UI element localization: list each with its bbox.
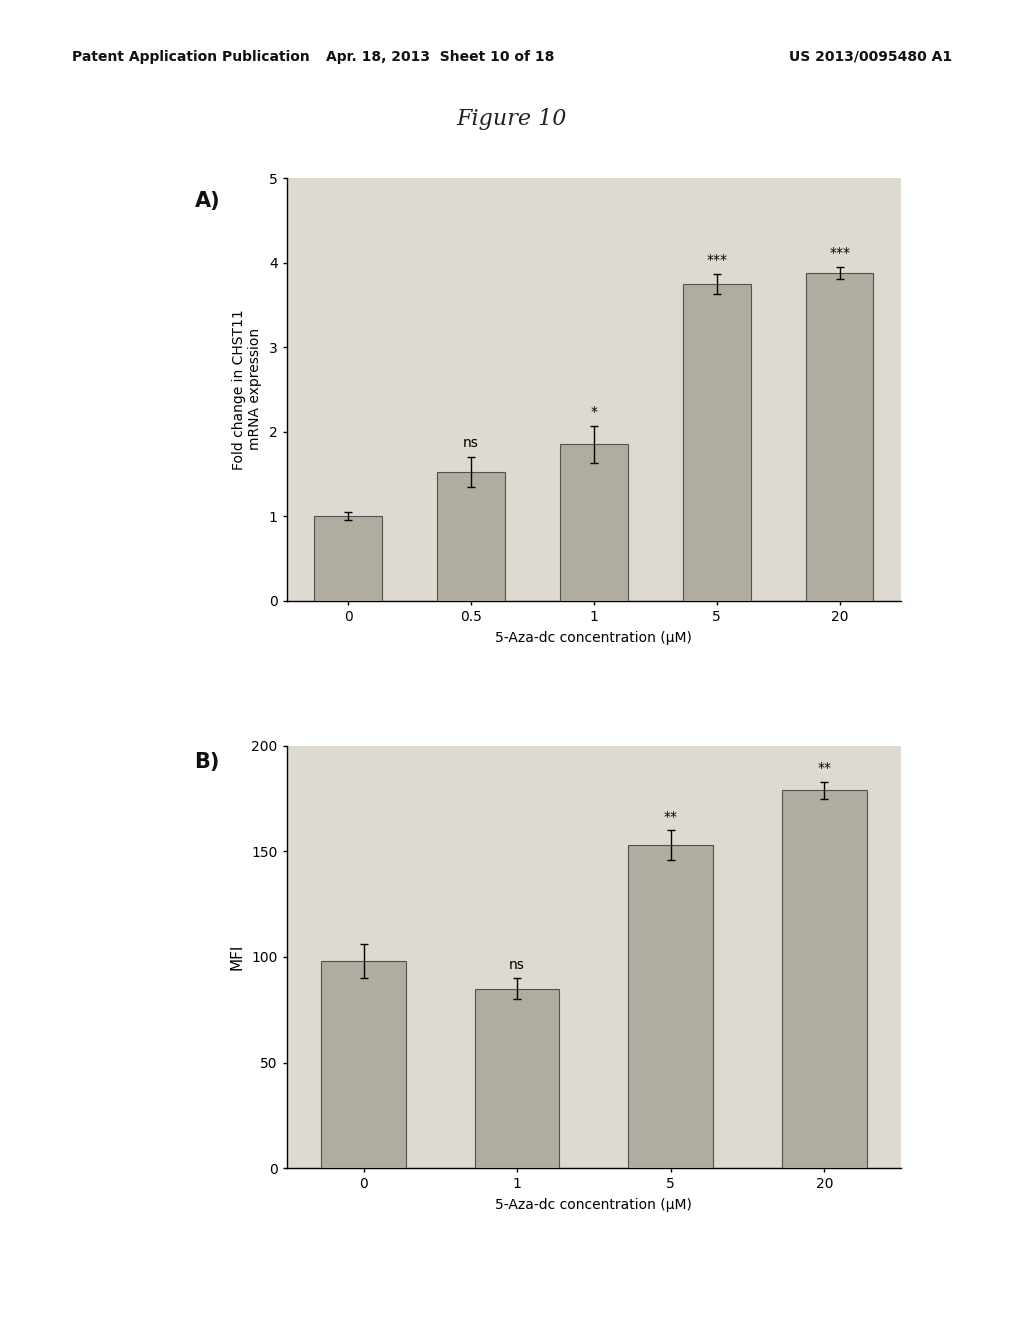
Text: **: **: [664, 810, 678, 824]
Bar: [314, 516, 382, 601]
Text: B): B): [195, 752, 220, 772]
X-axis label: 5-Aza-dc concentration (μM): 5-Aza-dc concentration (μM): [496, 1199, 692, 1212]
Bar: [683, 284, 751, 601]
Text: Figure 10: Figure 10: [457, 108, 567, 129]
Bar: [806, 273, 873, 601]
Text: Apr. 18, 2013  Sheet 10 of 18: Apr. 18, 2013 Sheet 10 of 18: [326, 50, 555, 63]
Y-axis label: Fold change in CHST11
mRNA expression: Fold change in CHST11 mRNA expression: [231, 309, 262, 470]
Text: **: **: [817, 762, 831, 775]
Text: ***: ***: [829, 246, 850, 260]
Y-axis label: MFI: MFI: [229, 944, 245, 970]
Bar: [437, 473, 505, 601]
Text: US 2013/0095480 A1: US 2013/0095480 A1: [790, 50, 952, 63]
Bar: [629, 845, 713, 1168]
Bar: [560, 445, 628, 601]
Bar: [475, 989, 559, 1168]
Text: ***: ***: [707, 253, 727, 267]
Text: A): A): [195, 191, 220, 211]
X-axis label: 5-Aza-dc concentration (μM): 5-Aza-dc concentration (μM): [496, 631, 692, 644]
Text: *: *: [591, 405, 597, 418]
Bar: [322, 961, 406, 1168]
Text: Patent Application Publication: Patent Application Publication: [72, 50, 309, 63]
Text: ns: ns: [463, 436, 479, 450]
Text: ns: ns: [509, 958, 525, 972]
Bar: [782, 791, 866, 1168]
